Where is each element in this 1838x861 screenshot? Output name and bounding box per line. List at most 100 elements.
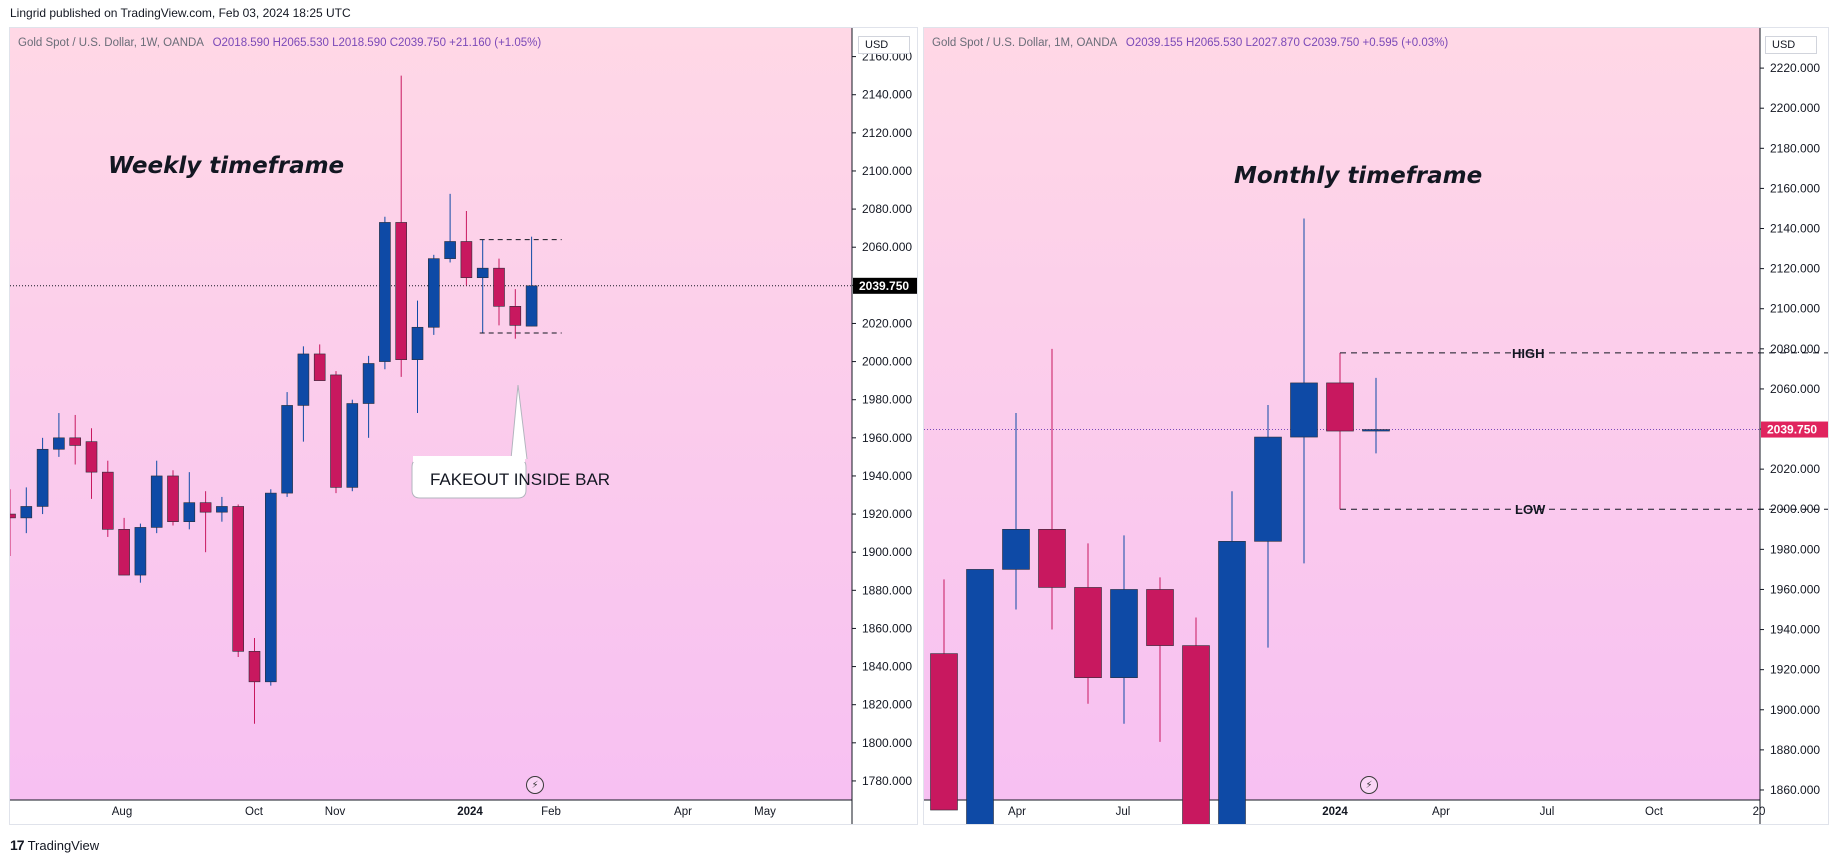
candle-body: [150, 475, 163, 528]
candle-body: [460, 241, 473, 279]
candle-body: [379, 222, 391, 362]
price-tick-label: 2100.000: [862, 164, 912, 178]
monthly-currency-button[interactable]: USD: [1765, 36, 1817, 54]
price-tick-label: 2080.000: [1770, 342, 1820, 356]
price-tick-label: 2200.000: [1770, 101, 1820, 115]
time-tick-label: Apr: [1008, 806, 1026, 818]
time-tick-label: Jul: [1116, 806, 1131, 818]
candle-body: [362, 363, 375, 404]
candle-body: [1326, 382, 1354, 432]
candle-body: [183, 502, 196, 522]
candle-body: [346, 403, 359, 488]
candle-body: [10, 513, 16, 519]
candle-body: [493, 267, 505, 307]
candle-body: [118, 529, 130, 576]
monthly-symbol-legend: Gold Spot / U.S. Dollar, 1M, OANDA: [932, 37, 1117, 49]
price-tick-label: 2120.000: [862, 126, 912, 140]
price-tick-label: 2020.000: [1770, 462, 1820, 476]
price-tick-label: 2080.000: [862, 202, 912, 216]
price-tick-label: 1860.000: [1770, 783, 1820, 797]
candle-body: [1002, 528, 1030, 570]
monthly-high-label: HIGH: [1512, 346, 1545, 361]
tradingview-logo-icon: 17: [10, 837, 25, 853]
price-tick-label: 2100.000: [1770, 302, 1820, 316]
price-tick-label: 1960.000: [862, 431, 912, 445]
price-tick-label: 1940.000: [862, 469, 912, 483]
monthly-chart-svg[interactable]: 2220.000 2200.000 2180.000 2160.000 2140.000…: [924, 28, 1829, 825]
weekly-flash-icon[interactable]: ⚡: [526, 776, 544, 794]
candle-body: [930, 653, 958, 811]
candle-body: [525, 285, 538, 327]
time-axis-background: [10, 800, 852, 824]
candle-body: [509, 306, 522, 326]
price-tick-label: 1920.000: [1770, 663, 1820, 677]
candle-body: [36, 448, 49, 507]
candle-body: [313, 353, 326, 381]
candle-body: [102, 471, 114, 530]
publisher-header: Lingrid published on TradingView.com, Fe…: [10, 6, 351, 20]
price-tick-label: 1980.000: [1770, 542, 1820, 556]
time-tick-label: Oct: [1645, 806, 1664, 818]
weekly-currency-button[interactable]: USD: [858, 36, 910, 54]
current-price-tag: [1761, 421, 1828, 438]
tradingview-footer-logo[interactable]: 17 TradingView: [10, 836, 99, 854]
candle-body: [1218, 541, 1246, 824]
weekly-legend: Gold Spot / U.S. Dollar, 1W, OANDA O2018…: [18, 37, 541, 49]
candle-body: [248, 651, 261, 683]
time-tick-label: Apr: [1432, 806, 1450, 818]
monthly-low-label: LOW: [1515, 502, 1546, 517]
time-tick-label: Feb: [541, 806, 561, 818]
price-tick-label: 1980.000: [862, 393, 912, 407]
price-tick-label: 1900.000: [862, 545, 912, 559]
candle-body: [411, 326, 424, 360]
price-tick-label: 2140.000: [862, 88, 912, 102]
price-tick-label: 1800.000: [862, 736, 912, 750]
price-tick-label: 2140.000: [1770, 222, 1820, 236]
weekly-chart-svg[interactable]: 2160.0002140.0002120.0002100.0002080.000…: [10, 28, 918, 825]
price-tick-label: 2000.000: [862, 355, 912, 369]
candle-body: [1290, 382, 1318, 438]
price-axis-background: [852, 28, 917, 824]
price-tick-label: 2120.000: [1770, 262, 1820, 276]
candle-body: [476, 267, 489, 279]
candle-body: [297, 353, 310, 406]
fakeout-callout-label: FAKEOUT INSIDE BAR: [430, 470, 610, 489]
candle-body: [85, 441, 98, 473]
candle-body: [232, 506, 244, 652]
candle-body: [1110, 589, 1138, 678]
fakeout-callout-bubble: [411, 384, 528, 499]
price-tick-label: 2020.000: [862, 316, 912, 330]
monthly-chart-pane[interactable]: 2220.000 2200.000 2180.000 2160.000 2140.000…: [923, 27, 1829, 825]
weekly-chart-pane[interactable]: 2160.000 2140.000 2120.000 2100.000 2080.000…: [9, 27, 918, 825]
candle-body: [1254, 436, 1282, 542]
price-tick-label: 2160.000: [1770, 181, 1820, 195]
candle-body: [199, 502, 212, 513]
time-tick-label: Aug: [112, 806, 132, 818]
price-tick-label: 1900.000: [1770, 703, 1820, 717]
time-tick-label: Apr: [674, 806, 692, 818]
time-tick-label: 2024: [457, 806, 483, 818]
monthly-flash-icon[interactable]: ⚡: [1360, 776, 1378, 794]
callout-joint-cover: [413, 456, 525, 462]
candle-body: [265, 492, 277, 683]
candle-body: [427, 258, 440, 328]
candle-body: [1146, 589, 1174, 646]
time-tick-label: Nov: [325, 806, 346, 818]
monthly-ohlc-legend: O2039.155 H2065.530 L2027.870 C2039.750 …: [1125, 37, 1449, 49]
candle-body: [1182, 645, 1210, 824]
price-tick-label: 1860.000: [862, 621, 912, 635]
candle-body: [134, 527, 147, 576]
price-tick-label: 1960.000: [1770, 582, 1820, 596]
current-price-tag-label: 2039.750: [859, 279, 909, 293]
weekly-timeframe-title: Weekly timeframe: [108, 153, 344, 179]
time-tick-label: Oct: [245, 806, 264, 818]
candle-body: [281, 405, 293, 494]
candle-body: [167, 475, 179, 522]
price-tick-label: 2060.000: [1770, 382, 1820, 396]
price-tick-label: 1880.000: [862, 583, 912, 597]
time-tick-label: 20: [1753, 806, 1766, 818]
candle-body: [1362, 429, 1390, 432]
candle-body: [330, 374, 342, 488]
price-tick-label: 2220.000: [1770, 61, 1820, 75]
candle-body: [966, 569, 994, 824]
